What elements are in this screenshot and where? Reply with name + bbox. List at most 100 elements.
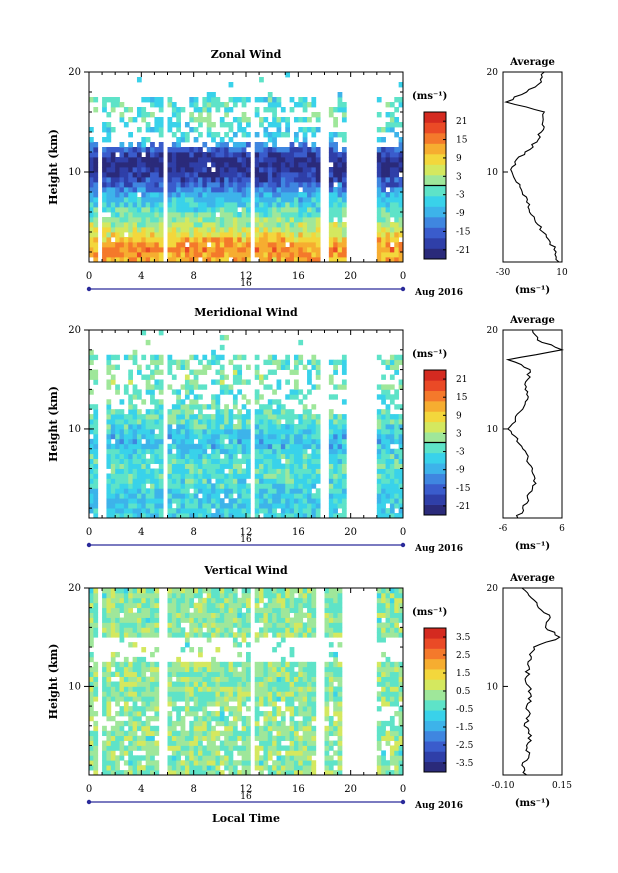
heat-cell (376, 157, 382, 163)
heat-cell (228, 122, 234, 128)
heat-cell (311, 493, 317, 499)
heat-cell (184, 488, 190, 494)
heat-cell (128, 488, 134, 494)
heat-cell (263, 448, 269, 455)
heat-cell (141, 142, 147, 148)
heat-cell (128, 632, 134, 638)
heat-cell (206, 513, 212, 519)
heat-cell (237, 691, 243, 697)
heat-cell (198, 232, 203, 238)
heat-cell (376, 443, 382, 450)
heat-cell (259, 478, 264, 484)
heat-cell (302, 597, 308, 604)
heat-cell (381, 202, 386, 208)
heat-cell (215, 152, 221, 158)
heat-cell (285, 508, 291, 514)
heat-cell (272, 177, 277, 183)
colorbar-tick-label: 15 (456, 136, 468, 146)
heat-cell (145, 379, 151, 385)
heat-cell (119, 498, 125, 504)
heat-cell (89, 612, 94, 618)
heat-cell (311, 112, 317, 118)
heat-cell (193, 681, 199, 687)
heat-cell (184, 197, 190, 203)
heat-cell (246, 227, 251, 233)
heat-cell (311, 453, 317, 460)
heat-cell (389, 428, 395, 435)
heat-cell (394, 389, 400, 395)
heat-cell (184, 513, 190, 519)
colorbar-swatch (424, 196, 446, 207)
heat-cell (110, 419, 116, 425)
heat-cell (298, 177, 304, 183)
heat-cell (276, 192, 282, 198)
heat-cell (246, 488, 251, 494)
heat-cell (206, 438, 212, 445)
heat-cell (145, 691, 151, 697)
heat-cell (337, 473, 343, 479)
heat-cell (394, 468, 400, 474)
heat-cell (263, 107, 269, 113)
heat-cell (293, 192, 299, 198)
heat-cell (246, 686, 251, 692)
heat-cell (93, 755, 99, 761)
heat-cell (276, 197, 282, 203)
heat-cell (198, 157, 203, 163)
heat-cell (115, 488, 120, 494)
heat-cell (193, 419, 199, 425)
heat-cell (333, 257, 338, 263)
heat-cell (276, 379, 282, 385)
heat-cell (307, 592, 312, 599)
heat-cell (106, 162, 112, 168)
heat-cell (385, 453, 391, 460)
heat-cell (385, 202, 391, 208)
heat-cell (132, 612, 138, 618)
heat-cell (385, 102, 391, 108)
heat-cell (171, 750, 177, 756)
heat-cell (259, 217, 264, 223)
heat-cell (219, 227, 225, 233)
heat-cell (158, 419, 164, 425)
heat-cell (302, 202, 308, 208)
heat-cell (254, 715, 260, 722)
heat-cell (298, 414, 304, 420)
heat-cell (193, 157, 199, 163)
heat-cell (171, 627, 177, 633)
colorbar-tick-label: 3 (456, 172, 462, 182)
heat-cell (328, 508, 334, 514)
heat-cell (307, 588, 312, 594)
heat-cell (202, 453, 208, 460)
heat-cell (219, 354, 225, 361)
heat-cell (102, 167, 107, 173)
heat-cell (276, 428, 282, 435)
heat-cell (328, 147, 334, 153)
heat-cell (215, 735, 221, 741)
heat-cell (215, 443, 221, 450)
heat-cell (189, 399, 195, 405)
heat-cell (272, 197, 277, 203)
heat-cell (184, 493, 190, 499)
heat-cell (171, 438, 177, 445)
heat-cell (259, 227, 264, 233)
heat-cell (324, 671, 330, 677)
heat-cell (123, 656, 129, 663)
heat-cell (285, 157, 291, 163)
heat-cell (298, 389, 304, 395)
heat-cell (180, 720, 186, 727)
heat-cell (141, 177, 147, 183)
heat-cell (385, 468, 391, 474)
heat-cell (184, 394, 190, 400)
heat-cell (376, 394, 382, 400)
heat-cell (272, 187, 277, 193)
heat-cell (211, 691, 216, 697)
heat-cell (285, 237, 291, 243)
heat-cell (298, 498, 304, 504)
heat-cell (93, 247, 99, 253)
heat-cell (293, 117, 299, 123)
heat-cell (293, 212, 299, 218)
heat-cell (315, 237, 321, 243)
heat-cell (224, 414, 229, 420)
heat-cell (254, 666, 260, 673)
heat-cell (232, 192, 238, 198)
heat-cell (285, 443, 291, 450)
